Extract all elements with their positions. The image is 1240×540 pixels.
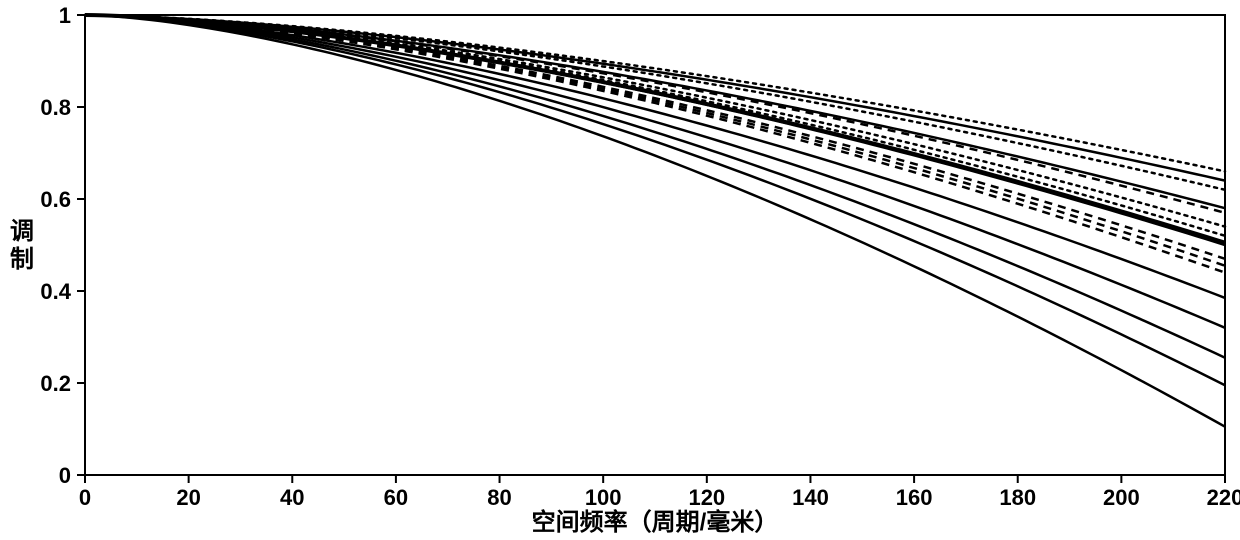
svg-text:180: 180 <box>999 485 1036 510</box>
svg-text:0.6: 0.6 <box>40 187 71 212</box>
svg-text:100: 100 <box>585 485 622 510</box>
svg-text:80: 80 <box>487 485 511 510</box>
svg-text:0.4: 0.4 <box>40 279 71 304</box>
svg-text:40: 40 <box>280 485 304 510</box>
svg-text:200: 200 <box>1103 485 1140 510</box>
svg-text:制: 制 <box>10 246 34 273</box>
svg-text:0.2: 0.2 <box>40 371 71 396</box>
y-axis-label: 调制 <box>10 218 34 273</box>
x-axis-label: 空间频率（周期/毫米） <box>532 508 779 536</box>
chart-svg: 0 20 40 60 80 100 120 140 160 180 200 220 0 0.2 0.4 0.6… <box>0 0 1240 540</box>
svg-text:0: 0 <box>79 485 91 510</box>
svg-text:140: 140 <box>792 485 829 510</box>
svg-text:220: 220 <box>1207 485 1240 510</box>
mtf-chart: 0 20 40 60 80 100 120 140 160 180 200 220 0 0.2 0.4 0.6… <box>0 0 1240 540</box>
svg-text:120: 120 <box>688 485 725 510</box>
svg-text:0: 0 <box>59 463 71 488</box>
svg-text:60: 60 <box>384 485 408 510</box>
svg-text:1: 1 <box>59 3 71 28</box>
svg-text:20: 20 <box>176 485 200 510</box>
svg-text:160: 160 <box>896 485 933 510</box>
svg-text:0.8: 0.8 <box>40 95 71 120</box>
svg-text:调: 调 <box>10 218 34 245</box>
